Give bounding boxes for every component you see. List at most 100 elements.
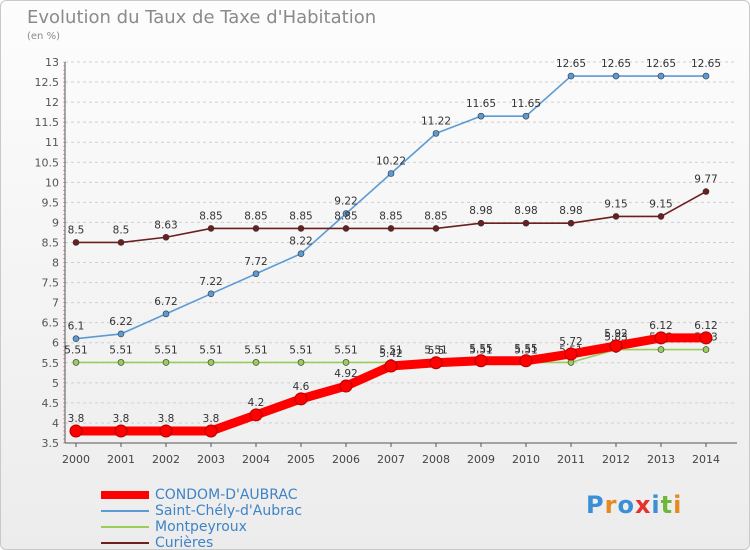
data-point — [252, 359, 260, 366]
data-label: 5.51 — [109, 344, 132, 356]
data-point — [702, 188, 710, 195]
data-point — [207, 290, 215, 298]
data-point — [474, 354, 488, 368]
x-tick-label: 2004 — [242, 453, 270, 466]
data-point — [69, 424, 83, 438]
data-point — [567, 219, 575, 227]
data-label: 7.72 — [244, 256, 267, 268]
y-tick-label: 7 — [52, 297, 59, 310]
legend: CONDOM-D'AUBRAC Saint-Chély-d'Aubrac Montp… — [101, 487, 303, 549]
data-point — [522, 112, 530, 120]
data-label: 9.77 — [694, 174, 717, 186]
data-label: 5.51 — [244, 344, 267, 356]
y-tick-label: 7.5 — [42, 277, 60, 290]
data-label: 3.8 — [158, 413, 175, 425]
data-point — [294, 392, 308, 406]
data-point — [519, 354, 533, 368]
data-label: 8.85 — [244, 210, 267, 222]
data-label: 6.22 — [109, 316, 132, 328]
x-tick-label: 2007 — [377, 453, 405, 466]
data-point — [477, 219, 485, 227]
x-tick-label: 2013 — [647, 453, 675, 466]
data-label: 12.65 — [601, 58, 631, 70]
legend-label: Saint-Chély-d'Aubrac — [155, 503, 303, 519]
legend-label: CONDOM-D'AUBRAC — [155, 487, 298, 503]
data-point — [117, 359, 125, 366]
data-point — [204, 424, 218, 438]
data-label: 7.22 — [199, 276, 222, 288]
data-label: 3.8 — [203, 413, 220, 425]
data-label: 3.8 — [68, 413, 85, 425]
y-tick-label: 11.5 — [35, 116, 60, 129]
y-tick-label: 3.5 — [42, 437, 60, 450]
x-tick-label: 2003 — [197, 453, 225, 466]
data-label: 10.22 — [376, 155, 406, 167]
data-label: 6.12 — [649, 320, 672, 332]
data-label: 5.51 — [289, 344, 312, 356]
data-label: 8.85 — [289, 210, 312, 222]
data-label: 8.5 — [113, 224, 130, 236]
y-tick-label: 10 — [45, 176, 59, 189]
data-point — [477, 112, 485, 120]
legend-swatch — [101, 510, 149, 512]
x-tick-label: 2002 — [152, 453, 180, 466]
y-tick-label: 5.5 — [42, 357, 60, 370]
data-point — [72, 239, 80, 246]
data-label: 4.92 — [334, 368, 357, 380]
data-point — [297, 250, 305, 258]
data-label: 8.85 — [334, 210, 357, 222]
data-point — [162, 359, 170, 366]
x-tick-label: 2010 — [512, 453, 540, 466]
data-label: 11.65 — [511, 98, 541, 110]
y-tick-label: 12.5 — [35, 76, 60, 89]
legend-label: Montpeyroux — [155, 519, 247, 535]
data-label: 6.72 — [154, 296, 177, 308]
x-tick-label: 2008 — [422, 453, 450, 466]
unit-label: (en %) — [27, 31, 60, 42]
data-point — [207, 225, 215, 232]
data-label: 6.1 — [68, 321, 85, 333]
x-tick-label: 2009 — [467, 453, 495, 466]
data-point — [252, 225, 260, 232]
data-point — [522, 219, 530, 227]
y-tick-label: 6 — [52, 337, 59, 350]
logo-letter: i — [651, 491, 661, 519]
y-tick-label: 4.5 — [42, 397, 60, 410]
data-label: 5.51 — [469, 344, 492, 356]
page-title: Evolution du Taux de Taxe d'Habitation — [27, 7, 377, 28]
x-tick-label: 2005 — [287, 453, 315, 466]
data-point — [342, 210, 350, 217]
data-label: 9.22 — [334, 196, 357, 208]
data-label: 5.55 — [469, 343, 492, 355]
y-tick-label: 13 — [45, 56, 59, 69]
data-label: 5.72 — [559, 336, 582, 348]
y-tick-label: 10.5 — [35, 156, 60, 169]
data-label: 8.85 — [199, 210, 222, 222]
data-label: 5.5 — [428, 345, 445, 357]
data-label: 8.22 — [289, 236, 312, 248]
x-tick-label: 2011 — [557, 453, 585, 466]
data-point — [699, 331, 713, 345]
data-point — [114, 424, 128, 438]
data-label: 8.98 — [469, 205, 492, 217]
data-label: 9.15 — [649, 198, 672, 210]
data-point — [429, 356, 443, 370]
data-label: 8.98 — [514, 205, 537, 217]
logo-letter: t — [660, 491, 674, 519]
data-label: 12.65 — [646, 58, 676, 70]
data-label: 12.65 — [556, 58, 586, 70]
logo-letter: r — [604, 491, 618, 519]
y-tick-label: 6.5 — [42, 317, 60, 330]
y-tick-label: 8 — [52, 257, 59, 270]
data-label: 8.98 — [559, 205, 582, 217]
data-label: 9.15 — [604, 198, 627, 210]
data-label: 4.2 — [248, 397, 265, 409]
data-label: 8.85 — [424, 210, 447, 222]
x-tick-label: 2006 — [332, 453, 360, 466]
legend-swatch — [101, 542, 149, 544]
data-point — [612, 72, 620, 80]
data-label: 8.85 — [379, 210, 402, 222]
data-label: 8.5 — [68, 224, 85, 236]
data-point — [117, 239, 125, 246]
